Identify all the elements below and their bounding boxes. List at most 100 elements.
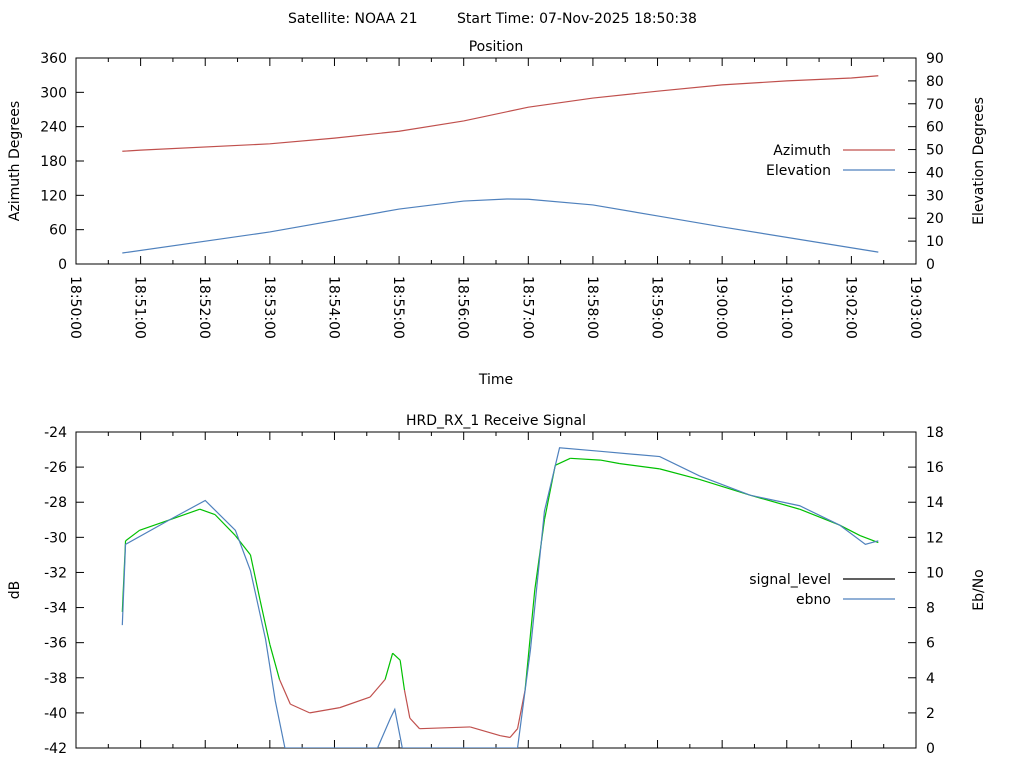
- receive-signal-chart: HRD_RX_1 Receive Signal -42 -40 -38 -36 -34 -3…: [7, 413, 987, 757]
- series-signal_level-segment: [399, 660, 406, 691]
- series-signal_level-segment: [169, 508, 201, 521]
- series-signal_level-segment: [509, 728, 518, 738]
- position-chart: Position 18:50:00 18:51:00 18:52:00 18:53:00…: [7, 39, 987, 388]
- y-tick-label: -26: [44, 460, 67, 476]
- y-tick-label: -34: [44, 601, 67, 617]
- y2-tick-label: 90: [926, 51, 944, 67]
- y2-axis-label: Eb/No: [971, 569, 987, 611]
- y2-tick-label: 10: [926, 565, 944, 581]
- legend-label: ebno: [796, 592, 831, 608]
- y2-tick-label: 40: [926, 165, 944, 181]
- chart-title: HRD_RX_1 Receive Signal: [406, 413, 586, 429]
- x-tick-label: 19:01:00: [778, 276, 794, 339]
- x-tick-label: 18:58:00: [584, 276, 600, 339]
- series-group: [121, 447, 879, 748]
- header-satellite: Satellite: NOAA 21: [288, 11, 418, 27]
- y-tick-label: -24: [44, 425, 67, 441]
- series-signal_level-segment: [469, 726, 501, 737]
- series-signal_level-segment: [309, 707, 340, 714]
- x-tick-label: 18:55:00: [390, 276, 406, 339]
- x-tick-label: 18:50:00: [67, 276, 83, 339]
- y-tick-label: 180: [40, 154, 67, 170]
- series-signal_level-segment: [419, 726, 471, 730]
- y2-tick-label: 12: [926, 530, 944, 546]
- x-tick-label: 18:59:00: [649, 276, 665, 339]
- y2-tick-label: 4: [926, 671, 935, 687]
- y-tick-label: 360: [40, 51, 67, 67]
- series-signal_level-segment: [259, 600, 271, 645]
- series-signal_level-segment: [570, 457, 601, 461]
- x-tick-label: 18:54:00: [325, 276, 341, 339]
- x-tick-label: 18:57:00: [519, 276, 535, 339]
- header-start-time: Start Time: 07-Nov-2025 18:50:38: [457, 11, 697, 27]
- series-signal_level-segment: [339, 696, 371, 709]
- y-tick-label: 60: [49, 223, 67, 239]
- chart-title: Position: [469, 39, 524, 55]
- series-Elevation-line: [122, 198, 879, 254]
- series-signal_level-segment: [139, 519, 170, 531]
- series-signal_level-segment: [839, 524, 861, 537]
- series-signal_level-segment: [234, 535, 251, 556]
- y2-tick-label: 30: [926, 188, 944, 204]
- y-tick-label: -32: [44, 565, 67, 581]
- y-tick-label: -42: [44, 741, 67, 757]
- series-group: [122, 75, 879, 254]
- y2-tick-label: 18: [926, 425, 944, 441]
- y2-tick-label: 14: [926, 495, 944, 511]
- legend-label: Elevation: [766, 163, 831, 179]
- series-signal_level-segment: [500, 735, 511, 739]
- y-tick-label: -28: [44, 495, 67, 511]
- y2-tick-label: 20: [926, 211, 944, 227]
- series-signal_level-segment: [278, 679, 291, 705]
- x-tick-label: 19:00:00: [713, 276, 729, 339]
- x-tick-label: 18:51:00: [132, 276, 148, 339]
- y-tick-label: -38: [44, 671, 67, 687]
- y-tick-label: 240: [40, 120, 67, 136]
- legend-label: signal_level: [749, 572, 831, 588]
- x-tick-label: 18:56:00: [455, 276, 471, 339]
- series-signal_level-segment: [249, 554, 261, 601]
- x-tick-label: 19:03:00: [907, 276, 923, 339]
- x-tick-label: 19:02:00: [842, 276, 858, 339]
- y2-tick-label: 10: [926, 234, 944, 250]
- y-tick-label: 0: [58, 257, 67, 273]
- y2-tick-label: 2: [926, 706, 935, 722]
- series-signal_level-segment: [290, 703, 310, 714]
- y2-tick-label: 0: [926, 257, 935, 273]
- plot-border: [75, 57, 917, 265]
- y-axis-label: Azimuth Degrees: [7, 101, 23, 221]
- series-signal_level-segment: [199, 508, 216, 516]
- y-tick-label: 120: [40, 188, 67, 204]
- y2-axis-label: Elevation Degrees: [971, 97, 987, 225]
- y2-tick-label: 0: [926, 741, 935, 757]
- y2-tick-label: 60: [926, 120, 944, 136]
- y2-tick-label: 8: [926, 601, 935, 617]
- series-ebno-line: [121, 447, 879, 748]
- x-tick-label: 18:52:00: [196, 276, 212, 339]
- legend-label: Azimuth: [773, 143, 831, 159]
- plot-border: [75, 431, 917, 749]
- series-signal_level-segment: [369, 679, 386, 698]
- y2-tick-label: 16: [926, 460, 944, 476]
- y2-tick-label: 80: [926, 74, 944, 90]
- y2-tick-label: 6: [926, 636, 935, 652]
- series-signal_level-segment: [125, 529, 140, 542]
- series-signal_level-segment: [403, 689, 411, 719]
- series-signal_level-segment: [659, 468, 700, 480]
- series-signal_level-segment: [554, 457, 571, 466]
- series-signal_level-segment: [392, 652, 401, 661]
- series-signal_level-segment: [384, 653, 394, 680]
- y-tick-label: -36: [44, 636, 67, 652]
- y-tick-label: -30: [44, 530, 67, 546]
- y-tick-label: 300: [40, 85, 67, 101]
- y-tick-label: -40: [44, 706, 67, 722]
- y2-tick-label: 70: [926, 97, 944, 113]
- series-signal_level-segment: [600, 459, 620, 465]
- x-axis-label: Time: [478, 372, 513, 388]
- x-tick-label: 18:53:00: [261, 276, 277, 339]
- series-signal_level-segment: [269, 644, 281, 680]
- y-axis-label: dB: [7, 581, 23, 600]
- series-signal_level-segment: [214, 514, 236, 536]
- series-signal_level-segment: [409, 717, 420, 730]
